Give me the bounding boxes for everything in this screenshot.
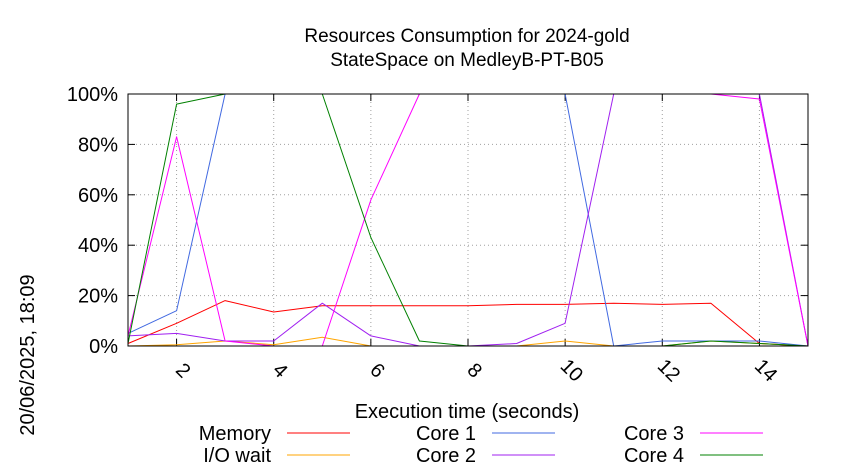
series-line-core-2 [127, 93, 809, 347]
y-tick-label: 0% [89, 336, 118, 358]
x-tick-label: 12 [653, 355, 684, 386]
x-axis-label: Execution time (seconds) [355, 401, 580, 423]
x-tick-label: 4 [268, 359, 291, 382]
y-tick-label: 20% [78, 286, 118, 308]
plot-frame [127, 93, 809, 347]
x-tick-label: 10 [556, 355, 587, 386]
x-axis-ticks: 2 4 6 8 10 12 14 [171, 94, 781, 386]
legend-label: Core 2 [416, 445, 476, 467]
chart-subtitle: StateSpace on MedleyB-PT-B05 [330, 50, 604, 71]
legend-label: Memory [199, 423, 271, 445]
x-tick-label: 2 [171, 359, 194, 382]
y-tick-label: 80% [78, 134, 118, 156]
y-tick-label: 100% [67, 84, 118, 106]
series-line-core-4 [127, 93, 809, 347]
series-lines [127, 93, 809, 347]
series-line-core-3 [127, 93, 809, 347]
x-tick-label: 14 [750, 355, 781, 386]
timestamp-label: 20/06/2025, 18:09 [17, 274, 39, 435]
x-tick-label: 6 [365, 359, 388, 382]
legend-label: Core 3 [624, 423, 684, 445]
y-axis-ticks: 0% 20% 40% 60% 80% 100% [67, 84, 808, 358]
x-tick-label: 8 [463, 359, 486, 382]
y-tick-label: 60% [78, 185, 118, 207]
legend-label: Core 4 [624, 445, 684, 467]
y-tick-label: 40% [78, 235, 118, 257]
legend-label: I/O wait [203, 445, 271, 467]
chart-title: Resources Consumption for 2024-gold [304, 26, 629, 47]
grid-lines [128, 94, 808, 346]
series-line-core-1 [127, 93, 809, 347]
legend-label: Core 1 [416, 423, 476, 445]
series-line-memory [127, 300, 809, 347]
